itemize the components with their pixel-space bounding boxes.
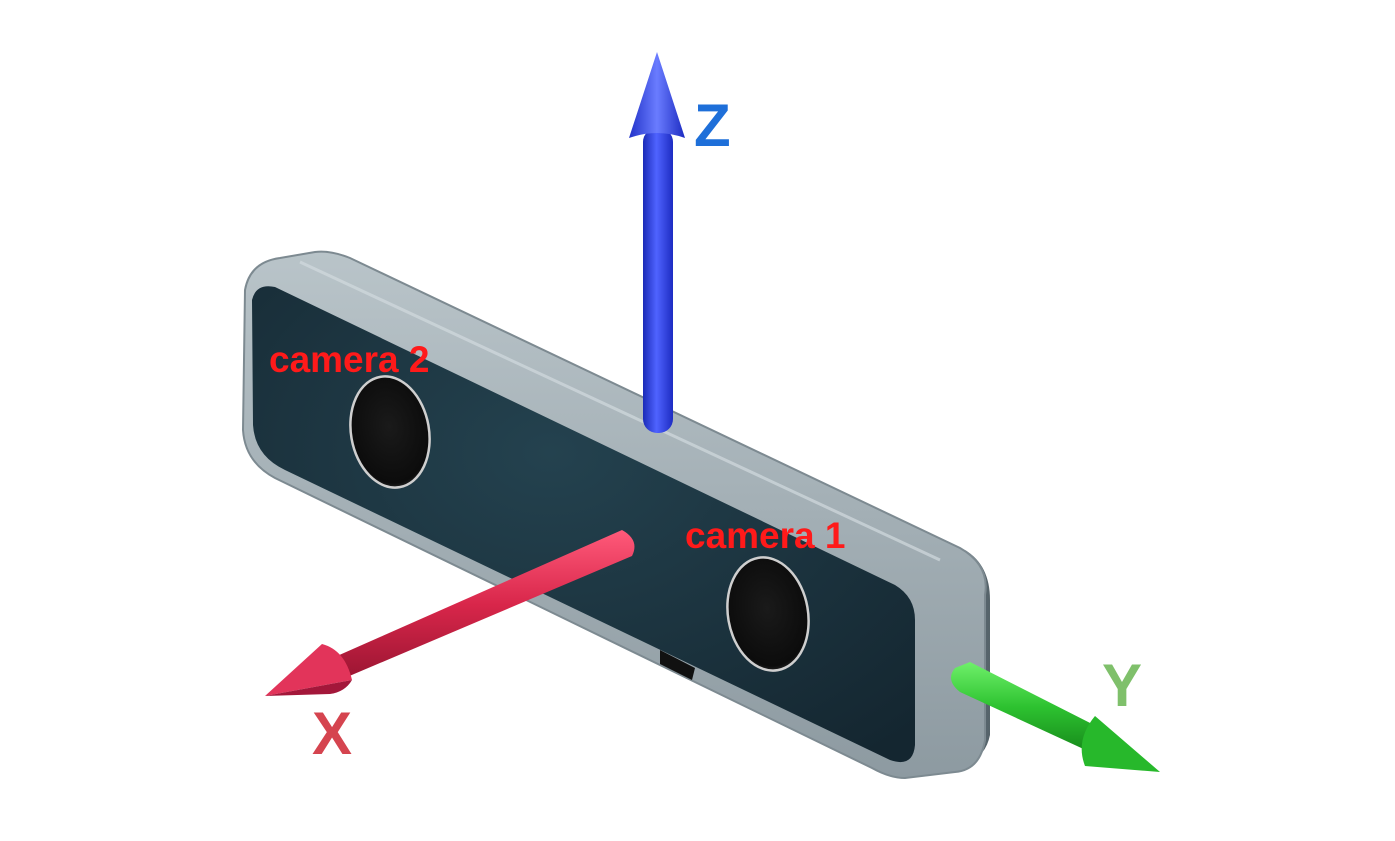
y-axis-label: Y xyxy=(1102,652,1142,719)
camera-top-highlight xyxy=(299,260,941,562)
z-axis-arrow xyxy=(629,52,685,433)
y-axis-arrowhead xyxy=(1081,716,1160,772)
x-axis-label: X xyxy=(312,700,352,767)
y-axis-arrow xyxy=(951,662,1160,772)
y-axis-shaft xyxy=(951,662,1100,752)
stereo-camera-body xyxy=(241,250,990,780)
camera-bottom-notch xyxy=(660,650,695,680)
x-axis-arrowhead-shade xyxy=(265,680,352,696)
camera-1-lens xyxy=(726,556,810,672)
z-axis-shaft xyxy=(643,128,673,433)
x-axis-arrow xyxy=(265,530,635,696)
camera-2-lens xyxy=(349,375,431,489)
x-axis-shaft xyxy=(328,530,635,680)
x-axis-arrowhead xyxy=(265,644,352,696)
z-axis-arrowhead xyxy=(629,52,685,138)
camera-2-label: camera 2 xyxy=(269,339,429,380)
z-axis-label: Z xyxy=(694,92,731,159)
camera-1-label: camera 1 xyxy=(685,515,845,556)
